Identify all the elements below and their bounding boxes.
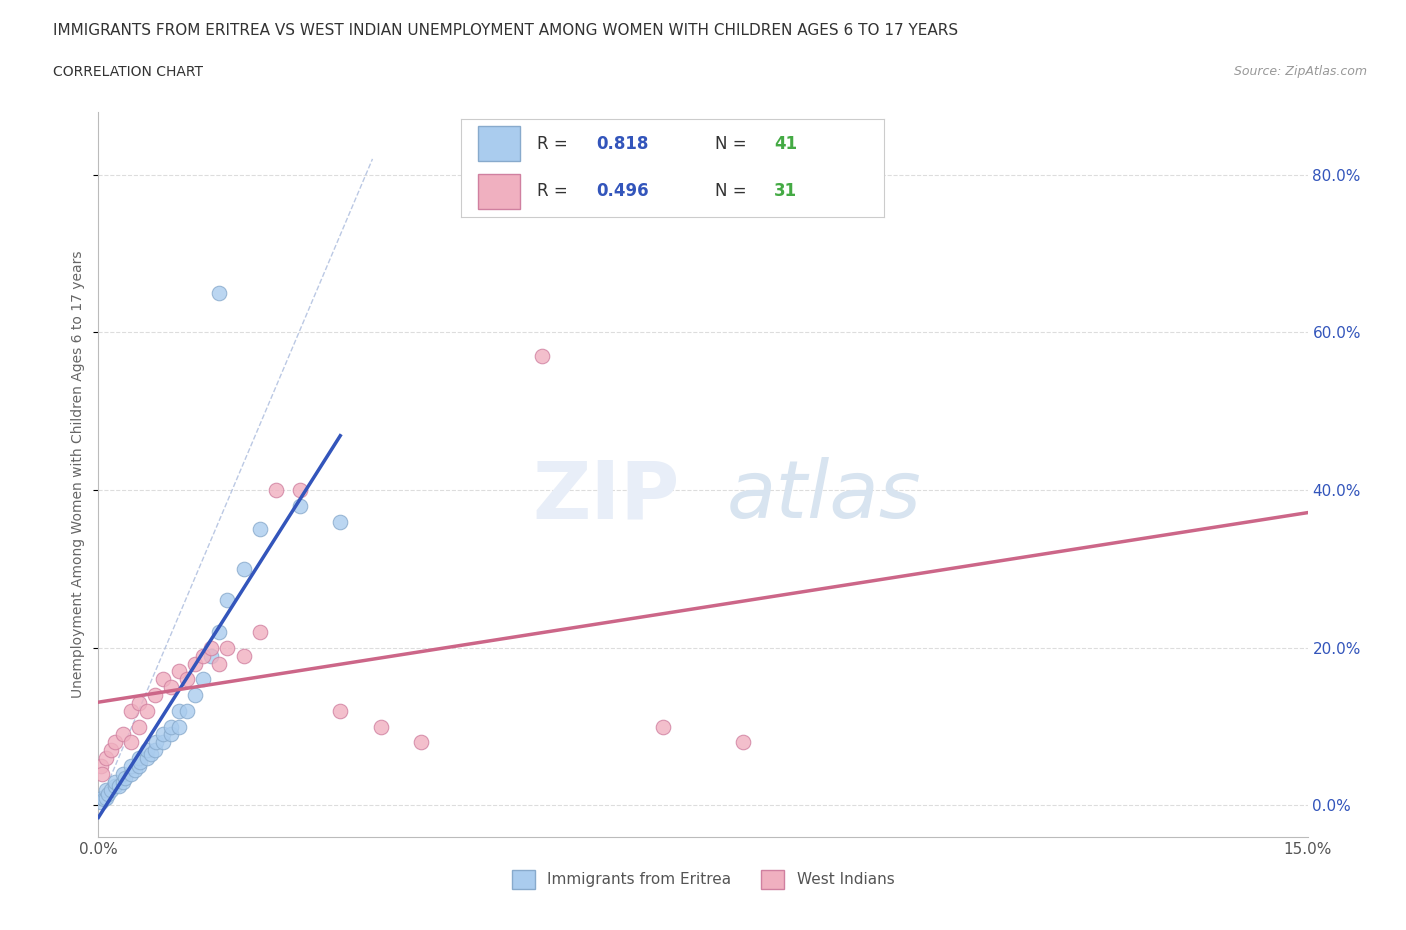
Text: atlas: atlas — [727, 457, 921, 535]
Point — [128, 696, 150, 711]
Point — [167, 703, 190, 718]
Point — [208, 286, 231, 300]
Point — [370, 719, 392, 734]
Point — [264, 483, 287, 498]
Point — [129, 754, 152, 769]
Point — [152, 735, 174, 750]
Point — [135, 743, 157, 758]
Point — [103, 778, 125, 793]
Point — [160, 727, 183, 742]
Point — [124, 763, 146, 777]
Point — [135, 751, 157, 765]
Point — [530, 349, 553, 364]
Point — [208, 656, 231, 671]
Point — [100, 782, 122, 797]
Point — [409, 735, 432, 750]
Point — [160, 719, 183, 734]
Point — [114, 770, 136, 785]
Point — [249, 522, 271, 537]
Point — [232, 562, 254, 577]
Text: IMMIGRANTS FROM ERITREA VS WEST INDIAN UNEMPLOYMENT AMONG WOMEN WITH CHILDREN AG: IMMIGRANTS FROM ERITREA VS WEST INDIAN U… — [53, 23, 959, 38]
Point — [120, 766, 142, 781]
Text: CORRELATION CHART: CORRELATION CHART — [53, 65, 204, 79]
Point — [152, 671, 174, 686]
Point — [193, 671, 215, 686]
Point — [184, 656, 207, 671]
Point — [176, 671, 198, 686]
Point — [160, 680, 183, 695]
Point — [184, 687, 207, 702]
Point — [200, 641, 222, 656]
Point — [103, 775, 125, 790]
Y-axis label: Unemployment Among Women with Children Ages 6 to 17 years: Unemployment Among Women with Children A… — [72, 250, 86, 698]
Point — [145, 735, 167, 750]
Point — [93, 791, 115, 806]
Point — [100, 743, 122, 758]
Point — [200, 648, 222, 663]
Text: ZIP: ZIP — [533, 457, 681, 535]
Point — [120, 735, 142, 750]
Point — [167, 719, 190, 734]
Point — [111, 775, 134, 790]
Point — [96, 782, 118, 797]
Point — [329, 703, 352, 718]
Point — [90, 794, 112, 809]
Point — [288, 483, 311, 498]
Point — [96, 751, 118, 765]
Point — [128, 751, 150, 765]
Point — [91, 766, 114, 781]
Point — [111, 766, 134, 781]
Point — [91, 790, 114, 805]
Point — [90, 759, 112, 774]
Point — [217, 593, 239, 608]
Point — [111, 727, 134, 742]
Point — [120, 759, 142, 774]
Point — [103, 735, 125, 750]
Point — [97, 786, 120, 801]
Point — [128, 759, 150, 774]
Point — [217, 641, 239, 656]
Point — [139, 747, 162, 762]
Point — [120, 703, 142, 718]
Text: Source: ZipAtlas.com: Source: ZipAtlas.com — [1233, 65, 1367, 78]
Point — [176, 703, 198, 718]
Point — [135, 703, 157, 718]
Point — [232, 648, 254, 663]
Point — [107, 778, 129, 793]
Point — [208, 625, 231, 640]
Point — [288, 498, 311, 513]
Legend: Immigrants from Eritrea, West Indians: Immigrants from Eritrea, West Indians — [506, 864, 900, 895]
Point — [193, 648, 215, 663]
Point — [249, 625, 271, 640]
Point — [143, 743, 166, 758]
Point — [152, 727, 174, 742]
Point — [329, 514, 352, 529]
Point — [167, 664, 190, 679]
Point — [96, 790, 118, 805]
Point — [651, 719, 673, 734]
Point — [143, 687, 166, 702]
Point — [128, 719, 150, 734]
Point — [733, 735, 755, 750]
